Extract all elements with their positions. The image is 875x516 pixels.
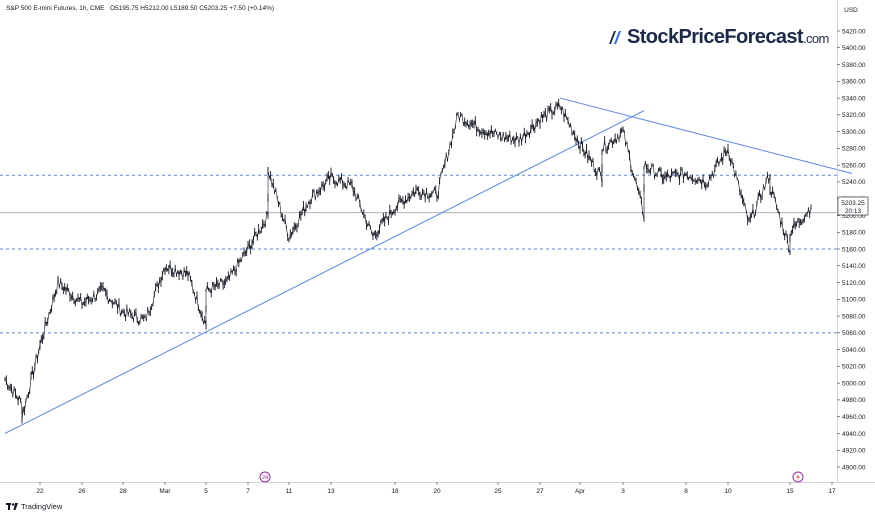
time-axis-label: 20: [433, 488, 441, 495]
price-axis-label: 5180.00: [842, 230, 866, 237]
price-axis-label: 5340.00: [842, 95, 866, 102]
price-axis-label: 4960.00: [842, 414, 866, 421]
time-axis-label: 26: [78, 488, 86, 495]
time-axis-label: Mar: [159, 488, 171, 495]
price-axis-label: 5020.00: [842, 364, 866, 371]
time-axis-label: 28: [119, 488, 127, 495]
price-axis-label: 5140.00: [842, 263, 866, 270]
price-axis-label: 5260.00: [842, 162, 866, 169]
price-axis-unit: USD: [844, 7, 858, 14]
price-axis-label: 5160.00: [842, 246, 866, 253]
bar-countdown-label: 20:13: [845, 208, 862, 215]
time-axis-label: 18: [391, 488, 399, 495]
time-axis-label: 25: [494, 488, 502, 495]
time-axis-label: 13: [327, 488, 335, 495]
price-axis-label: 5060.00: [842, 330, 866, 337]
time-axis-label: 11: [286, 488, 293, 495]
price-axis-label: 5080.00: [842, 313, 866, 320]
tradingview-attribution[interactable]: TradingView: [6, 502, 62, 511]
time-axis-label: 17: [828, 488, 836, 495]
tradingview-label: TradingView: [21, 502, 63, 511]
price-axis-label: 4980.00: [842, 397, 866, 404]
price-axis-label: 5100.00: [842, 297, 866, 304]
price-axis-label: 4920.00: [842, 448, 866, 455]
time-axis-label: 10: [724, 488, 732, 495]
time-axis-label: 5: [204, 488, 208, 495]
price-line: [4, 102, 812, 420]
price-axis-label: 5000.00: [842, 380, 866, 387]
svg-text:24: 24: [262, 475, 268, 481]
time-axis-label: Apr: [575, 488, 586, 495]
chart-legend: S&P 500 E-mini Futures, 1h, CME O5195.75…: [6, 5, 274, 12]
current-price-tag: 5203.25 20:13: [837, 196, 869, 216]
price-axis-label: 5300.00: [842, 129, 866, 136]
logo-name: StockPriceForecast: [627, 26, 804, 48]
price-axis-label: 5400.00: [842, 45, 866, 52]
trendline[interactable]: [4, 110, 645, 434]
time-axis-label: 7: [246, 488, 250, 495]
support-resistance-levels: [0, 174, 837, 334]
time-axis-label: 3: [621, 488, 625, 495]
price-axis-label: 5280.00: [842, 146, 866, 153]
trendlines[interactable]: [4, 97, 853, 434]
price-axis-label: 5040.00: [842, 347, 866, 354]
price-axis-label: 5320.00: [842, 112, 866, 119]
event-icon[interactable]: 24: [259, 471, 271, 483]
time-axis-label: 22: [36, 488, 44, 495]
time-axis-label: 8: [684, 488, 688, 495]
logo-domain: .com: [802, 31, 829, 46]
price-axis-label: 5420.00: [842, 28, 866, 35]
price-axis-label: 5360.00: [842, 79, 866, 86]
trendline[interactable]: [559, 97, 853, 175]
time-axis-label: 15: [786, 488, 794, 495]
price-series: [4, 98, 812, 424]
price-axis-label: 5380.00: [842, 62, 866, 69]
price-axis-label: 5120.00: [842, 280, 866, 287]
logo-mark-icon: [609, 31, 621, 44]
symbol-title[interactable]: S&P 500 E-mini Futures, 1h, CME: [6, 5, 105, 12]
price-axis-label: 4900.00: [842, 464, 866, 471]
flash-icon[interactable]: [792, 471, 804, 483]
ohlc-values: O5195.75 H5212.00 L5189.50 C5203.25 +7.5…: [109, 5, 275, 12]
time-axis-label: 27: [536, 488, 544, 495]
price-axis-label: 4940.00: [842, 431, 866, 438]
current-price-label: 5203.25: [841, 200, 865, 207]
tradingview-logo-icon: [6, 503, 18, 510]
price-axis-label: 5240.00: [842, 179, 866, 186]
time-axis[interactable]: 22 26 28 Mar 5 7 11 13 18 20 25 27 Apr 3 8 10 15 17: [36, 482, 836, 495]
price-axis-label: 5200.00: [842, 213, 866, 220]
site-logo: StockPriceForecast.com: [608, 26, 829, 49]
